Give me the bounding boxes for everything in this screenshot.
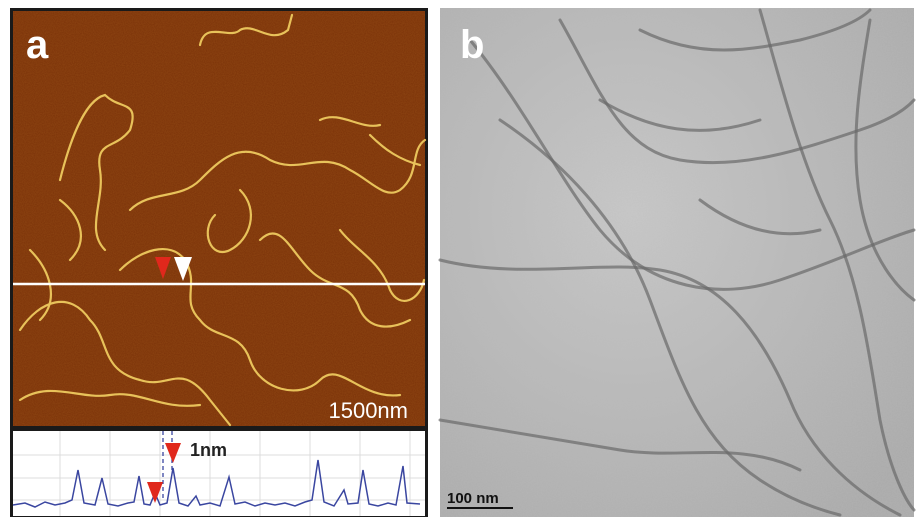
profile-label: 1nm — [190, 440, 227, 460]
scale-label: 1500nm — [328, 398, 408, 423]
scale-label: 100 nm — [447, 490, 499, 507]
tem-noise — [440, 8, 914, 517]
panel-a: a 1500nm 1nm — [10, 8, 428, 517]
panel-label: a — [26, 23, 49, 67]
panel-b: b 100 nm — [440, 8, 914, 517]
panel-label: b — [460, 23, 484, 67]
afm-noise — [13, 11, 425, 426]
figure: a 1500nm 1nm b 10 — [0, 0, 917, 517]
